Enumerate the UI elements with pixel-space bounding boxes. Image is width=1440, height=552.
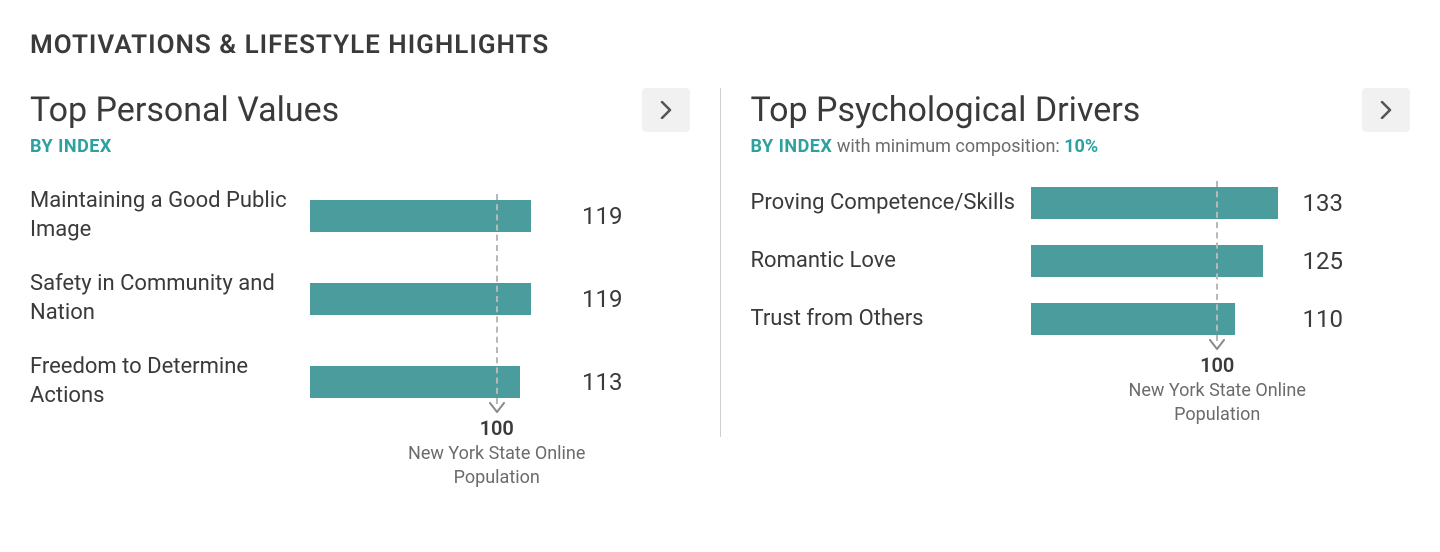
chart-row: Freedom to Determine Actions 113 — [30, 353, 690, 410]
bar-label: Romantic Love — [751, 247, 1031, 276]
bar-zone — [1031, 187, 1291, 219]
chart-row: Proving Competence/Skills 133 — [751, 187, 1411, 219]
bar-value: 133 — [1303, 189, 1353, 217]
bar-value: 119 — [582, 202, 632, 230]
panel-personal-values: Top Personal Values BY INDEX Maintaining… — [30, 88, 690, 437]
bar — [310, 200, 531, 232]
bar-zone — [1031, 245, 1291, 277]
bar-zone — [1031, 303, 1291, 335]
bar — [1031, 303, 1235, 335]
bar-label: Trust from Others — [751, 305, 1031, 334]
chevron-right-icon — [1380, 101, 1392, 119]
panel-psychological-drivers: Top Psychological Drivers BY INDEX with … — [751, 88, 1411, 437]
bar-value: 110 — [1303, 305, 1353, 333]
chart-row: Romantic Love 125 — [751, 245, 1411, 277]
chart-row: Safety in Community and Nation 119 — [30, 270, 690, 327]
expand-button[interactable] — [642, 88, 690, 132]
panel-title: Top Personal Values — [30, 90, 339, 130]
bar — [1031, 245, 1263, 277]
bar-label: Freedom to Determine Actions — [30, 353, 310, 410]
bar — [310, 283, 531, 315]
panel-header: Top Personal Values — [30, 88, 690, 132]
bar-value: 119 — [582, 285, 632, 313]
expand-button[interactable] — [1362, 88, 1410, 132]
bar-label: Proving Competence/Skills — [751, 189, 1031, 218]
bar-zone — [310, 366, 570, 398]
page-title: MOTIVATIONS & LIFESTYLE HIGHLIGHTS — [30, 30, 1410, 60]
chart-psychological-drivers: Proving Competence/Skills 133 Romantic Lov… — [751, 187, 1411, 335]
by-index-label: BY INDEX — [30, 136, 112, 157]
bar-label: Maintaining a Good Public Image — [30, 187, 310, 244]
bar-label: Safety in Community and Nation — [30, 270, 310, 327]
reference-value: 100 — [1200, 353, 1234, 377]
bar-zone — [310, 200, 570, 232]
chart-row: Maintaining a Good Public Image 119 — [30, 187, 690, 244]
bar — [1031, 187, 1278, 219]
chart-personal-values: Maintaining a Good Public Image119Safety… — [30, 187, 690, 411]
panels-container: Top Personal Values BY INDEX Maintaining… — [30, 88, 1410, 437]
bar-value: 125 — [1303, 247, 1353, 275]
reference-value: 100 — [480, 416, 514, 440]
min-composition-value: 10% — [1064, 136, 1098, 157]
by-index-label: BY INDEX — [751, 136, 833, 157]
arrow-down-icon — [1209, 339, 1225, 351]
panel-subheader: BY INDEX with minimum composition: 10% — [751, 136, 1411, 157]
bar-zone — [310, 283, 570, 315]
chart-row: Trust from Others 110 — [751, 303, 1411, 335]
panel-title: Top Psychological Drivers — [751, 90, 1141, 130]
panel-divider — [720, 88, 721, 437]
panel-subheader: BY INDEX — [30, 136, 690, 157]
reference-label: New York State Online Population — [1087, 379, 1347, 428]
min-composition-label: with minimum composition: — [837, 136, 1060, 157]
reference-label: New York State Online Population — [367, 442, 627, 491]
bar — [310, 366, 520, 398]
chevron-right-icon — [660, 101, 672, 119]
bar-value: 113 — [582, 368, 632, 396]
panel-header: Top Psychological Drivers — [751, 88, 1411, 132]
